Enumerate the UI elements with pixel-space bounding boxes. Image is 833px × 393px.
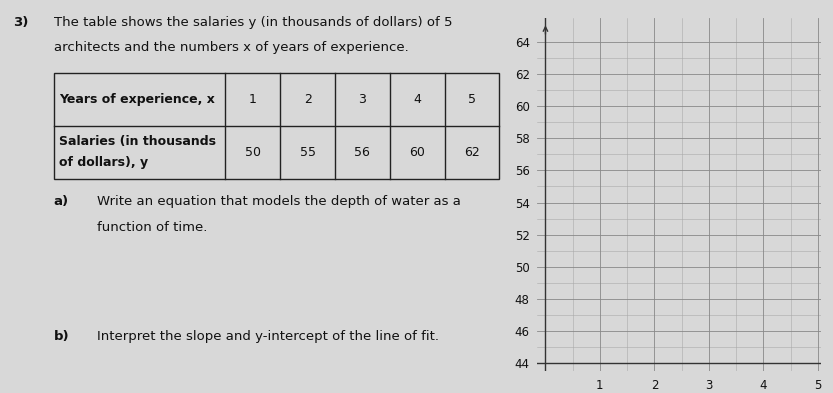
Text: 62: 62: [464, 146, 480, 159]
Text: 60: 60: [409, 146, 425, 159]
Text: 5: 5: [468, 93, 476, 106]
Text: a): a): [54, 195, 69, 208]
Bar: [54, 73, 500, 179]
Text: 3): 3): [12, 16, 28, 29]
Text: Write an equation that models the depth of water as a: Write an equation that models the depth …: [97, 195, 461, 208]
Text: 1: 1: [249, 93, 257, 106]
Text: architects and the numbers x of years of experience.: architects and the numbers x of years of…: [54, 41, 408, 54]
Text: 4: 4: [413, 93, 421, 106]
Text: 56: 56: [355, 146, 371, 159]
Text: 50: 50: [245, 146, 261, 159]
Text: function of time.: function of time.: [97, 221, 207, 234]
Text: The table shows the salaries y (in thousands of dollars) of 5: The table shows the salaries y (in thous…: [54, 16, 452, 29]
Text: Salaries (in thousands: Salaries (in thousands: [59, 135, 216, 148]
Text: 3: 3: [358, 93, 367, 106]
Text: b): b): [54, 330, 69, 343]
Text: Interpret the slope and y-intercept of the line of fit.: Interpret the slope and y-intercept of t…: [97, 330, 439, 343]
Text: of dollars), y: of dollars), y: [59, 156, 148, 169]
Text: Years of experience, x: Years of experience, x: [59, 93, 215, 106]
Text: 2: 2: [304, 93, 312, 106]
Text: 55: 55: [300, 146, 316, 159]
